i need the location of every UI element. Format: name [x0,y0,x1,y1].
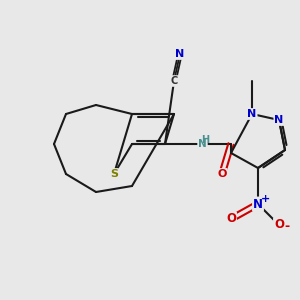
Text: O: O [226,212,236,226]
Text: +: + [261,194,270,204]
Text: N: N [253,197,263,211]
Text: N: N [274,115,284,125]
Text: C: C [170,76,178,86]
Text: N: N [176,49,184,59]
Text: H: H [201,135,209,146]
Text: N: N [248,109,256,119]
Text: N: N [198,139,207,149]
Text: -: - [284,220,289,233]
Text: O: O [217,169,227,179]
Text: S: S [110,169,118,179]
Text: O: O [274,218,284,232]
